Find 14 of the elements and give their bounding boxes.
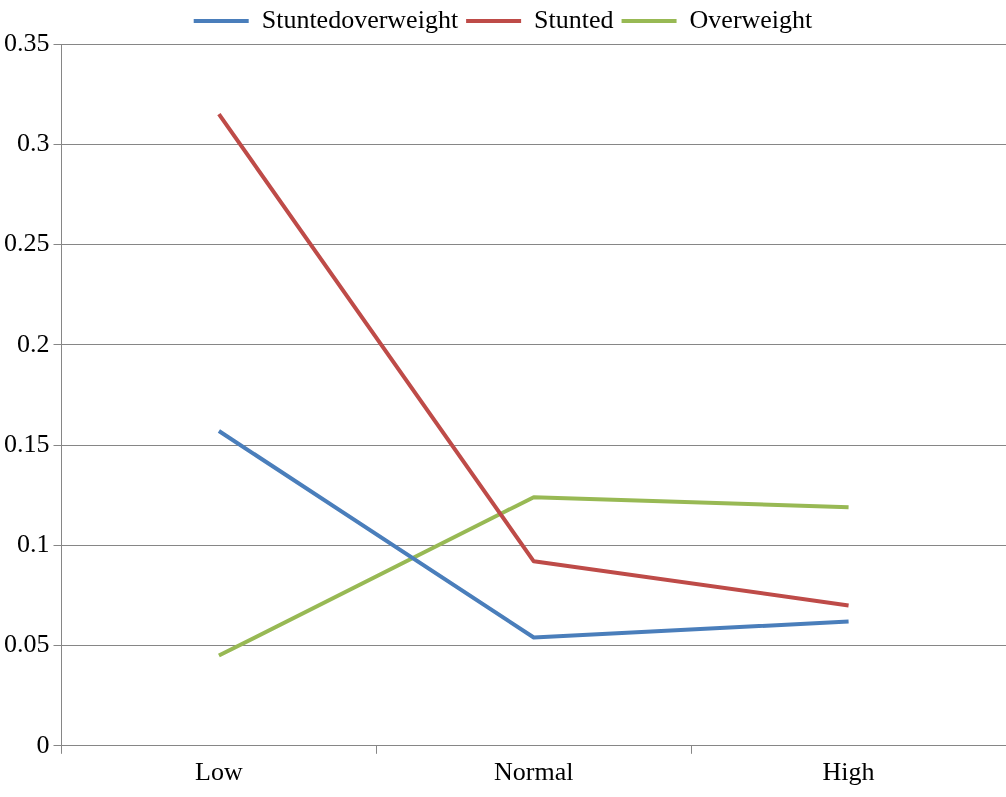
y-tick-label: 0.1 [17,529,50,559]
legend-label: Overweight [689,4,814,34]
y-tick-label: 0.25 [4,228,50,258]
x-tick-label: High [822,757,875,787]
x-tick-label: Low [195,757,243,787]
x-tick-label: Normal [494,757,574,787]
y-tick-label: 0.05 [4,629,50,659]
legend-label: Stunted [534,4,614,34]
y-tick-label: 0.15 [4,428,50,458]
y-tick-label: 0.2 [17,328,50,358]
y-tick-label: 0.3 [17,128,50,158]
y-tick-label: 0.35 [4,27,50,57]
legend-label: Stuntedoverweight [261,4,459,34]
y-tick-label: 0 [36,729,50,759]
